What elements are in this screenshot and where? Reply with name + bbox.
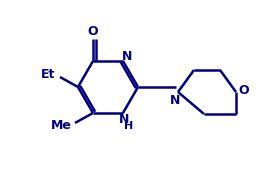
Text: H: H (124, 121, 134, 131)
Text: O: O (239, 83, 249, 96)
Text: O: O (88, 25, 98, 37)
Text: N: N (119, 113, 129, 127)
Text: Et: Et (41, 68, 55, 80)
Text: N: N (122, 50, 132, 62)
Text: Me: Me (51, 120, 71, 132)
Text: N: N (170, 93, 180, 107)
